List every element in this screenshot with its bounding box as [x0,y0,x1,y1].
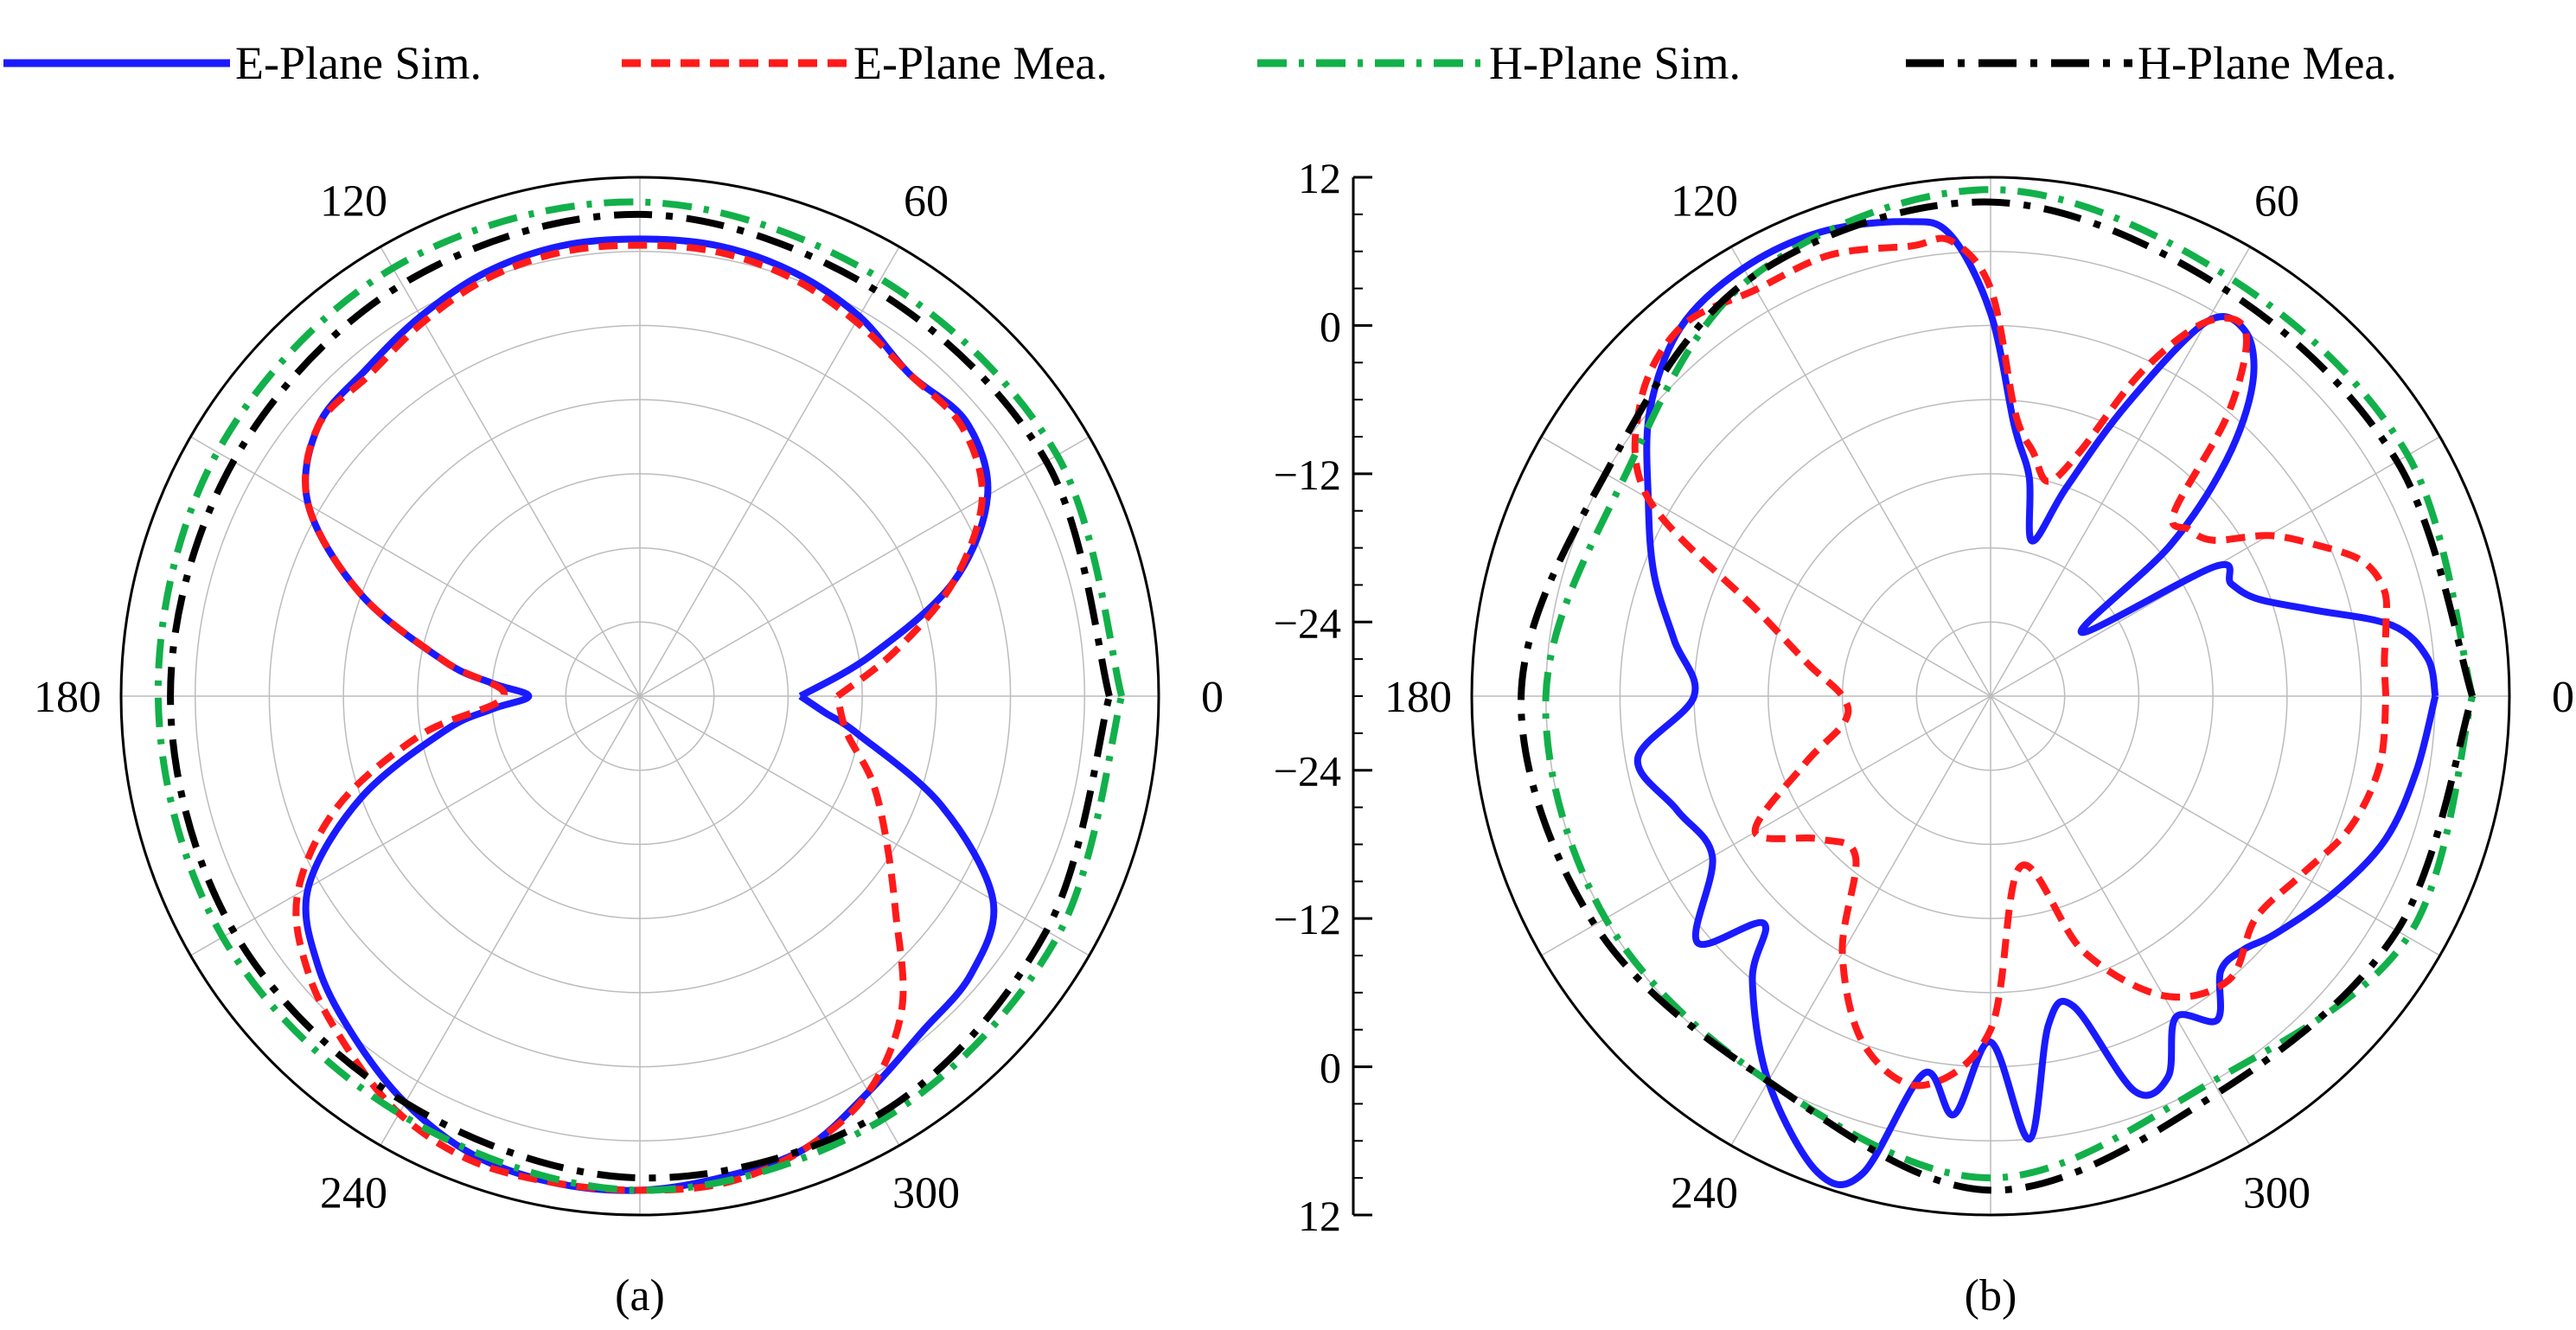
angle-tick-label: 180 [34,673,101,722]
angle-tick-label: 60 [2254,177,2299,227]
legend-item-h-plane-mea: H-Plane Mea. [1902,24,2397,102]
grid-spoke [1541,695,1991,956]
angle-tick-label: 300 [2243,1168,2311,1218]
grid-spoke [190,436,641,697]
angle-tick-label: 60 [904,177,949,227]
chart-legend: E-Plane Sim. E-Plane Mea. H-Plane Sim. H… [0,0,2576,130]
panel-label: (a) [615,1271,665,1320]
series-e-plane-sim [302,235,998,1194]
angle-tick-label: 0 [1201,673,1224,722]
grid-spoke [190,695,641,956]
grid-spoke [1730,695,1991,1146]
radial-axis-label: −24 [1274,598,1341,647]
radial-axis-label: 0 [1320,302,1341,350]
legend-swatch-h-plane-sim [1257,59,1484,67]
outer-circle [119,176,1160,1217]
grid-spoke [1990,695,2440,956]
grid-spoke [1730,246,1991,697]
angle-tick-label: 300 [892,1168,960,1218]
series-h-plane-sim [1542,186,2476,1182]
grid-spoke [1990,695,2251,1146]
outer-circle [1470,176,2511,1217]
legend-item-h-plane-sim: H-Plane Sim. [1254,24,1741,102]
legend-label-h-plane-sim: H-Plane Sim. [1489,37,1741,89]
radial-axis-label: −12 [1274,451,1341,499]
legend-label-e-plane-mea: E-Plane Mea. [853,37,1108,89]
radial-axis-label: −24 [1274,747,1341,796]
grid-spoke [639,695,900,1146]
series-e-plane-mea [292,241,986,1194]
legend-label-h-plane-mea: H-Plane Mea. [2138,37,2397,89]
angle-tick-label: 120 [320,177,387,227]
polar-panel-a: 0 60 120 180 240 300 (a) [34,176,1224,1320]
radial-axis-label: −12 [1274,895,1341,943]
series-h-plane-mea [1518,198,2476,1194]
radial-axis-label: 0 [1320,1044,1341,1092]
angle-tick-label: 0 [2552,673,2574,722]
panel-label: (b) [1965,1271,2017,1320]
legend-label-e-plane-sim: E-Plane Sim. [235,37,482,89]
series-e-plane-sim [1633,218,2439,1189]
radial-axis-label: 12 [1298,1192,1341,1240]
grid-spoke [1541,436,1991,697]
radial-axis-label: 12 [1298,154,1341,202]
angle-tick-label: 180 [1384,673,1452,722]
angle-tick-label: 240 [1671,1168,1738,1218]
grid-spoke [639,436,1090,697]
series-h-plane-mea [167,210,1113,1182]
angle-tick-label: 240 [320,1168,387,1218]
radial-axis: 12 12 0 0 −12 −12 −24 −24 [1274,154,1372,1240]
legend-swatch-h-plane-mea [1906,59,2132,67]
series-h-plane-sim [154,198,1125,1194]
legend-swatch-e-plane-mea [622,59,848,67]
angle-tick-label: 120 [1671,177,1738,227]
grid-spoke [380,695,641,1146]
grid-spoke [639,695,1090,956]
legend-swatch-e-plane-sim [3,59,230,67]
legend-item-e-plane-sim: E-Plane Sim. [0,24,482,102]
legend-item-e-plane-mea: E-Plane Mea. [618,24,1108,102]
